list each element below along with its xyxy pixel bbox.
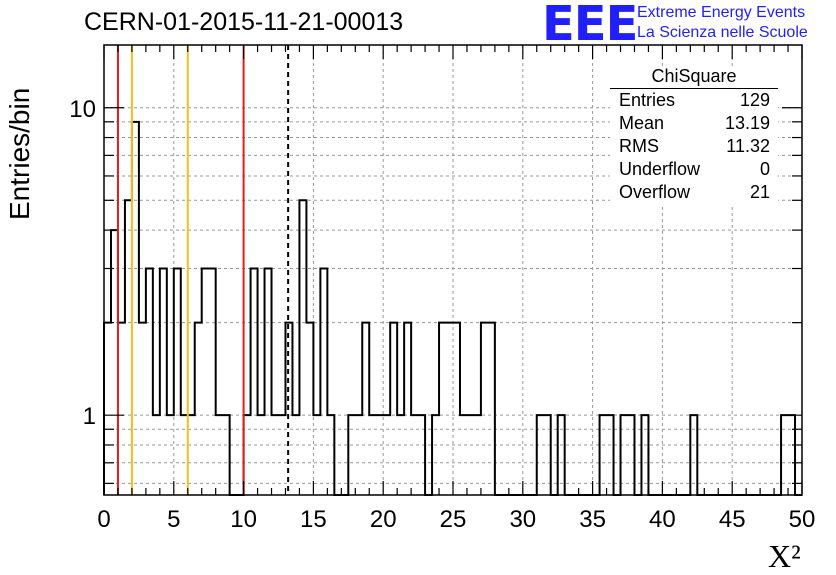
stats-label: Entries: [619, 90, 676, 110]
x-tick-label: 10: [230, 506, 257, 533]
logo-line-2: La Scienza nelle Scuole: [637, 24, 808, 41]
stats-label: Overflow: [619, 182, 691, 202]
x-tick-label: 35: [579, 506, 606, 533]
y-axis-label: Entries/bin: [4, 87, 35, 220]
x-tick-label: 50: [789, 506, 816, 533]
stats-row: Underflow 0: [610, 158, 778, 181]
stats-value: 11.32: [726, 136, 770, 156]
stats-row: Entries 129: [610, 89, 778, 112]
stats-title: ChiSquare: [610, 66, 778, 89]
stats-row: RMS 11.32: [610, 135, 778, 158]
stats-value: 129: [739, 90, 770, 110]
x-tick-label: 40: [649, 506, 676, 533]
stats-row: Overflow 21: [610, 181, 778, 204]
stats-value: 0: [759, 159, 770, 179]
stats-row: Mean 13.19: [610, 112, 778, 135]
stats-label: Underflow: [619, 159, 701, 179]
x-tick-label: 20: [370, 506, 397, 533]
x-tick-label: 45: [719, 506, 746, 533]
x-tick-label: 30: [509, 506, 536, 533]
x-tick-label: 5: [167, 506, 180, 533]
eee-logo: EEE: [542, 0, 638, 52]
x-tick-label: 25: [440, 506, 467, 533]
stats-label: Mean: [619, 113, 665, 133]
x-tick-label: 0: [97, 506, 110, 533]
y-tick-label: 1: [83, 403, 96, 430]
stats-box: ChiSquare Entries 129 Mean 13.19 RMS 11.32 Und…: [610, 66, 778, 204]
logo-line-1: Extreme Energy Events: [637, 4, 806, 21]
x-tick-label: 15: [300, 506, 327, 533]
chart-title: CERN-01-2015-11-21-00013: [84, 8, 404, 36]
stats-value: 21: [749, 182, 770, 202]
y-tick-label: 10: [69, 96, 96, 123]
x-axis-label: X²: [768, 538, 801, 574]
stats-label: RMS: [619, 136, 659, 156]
stats-value: 13.19: [724, 113, 770, 133]
